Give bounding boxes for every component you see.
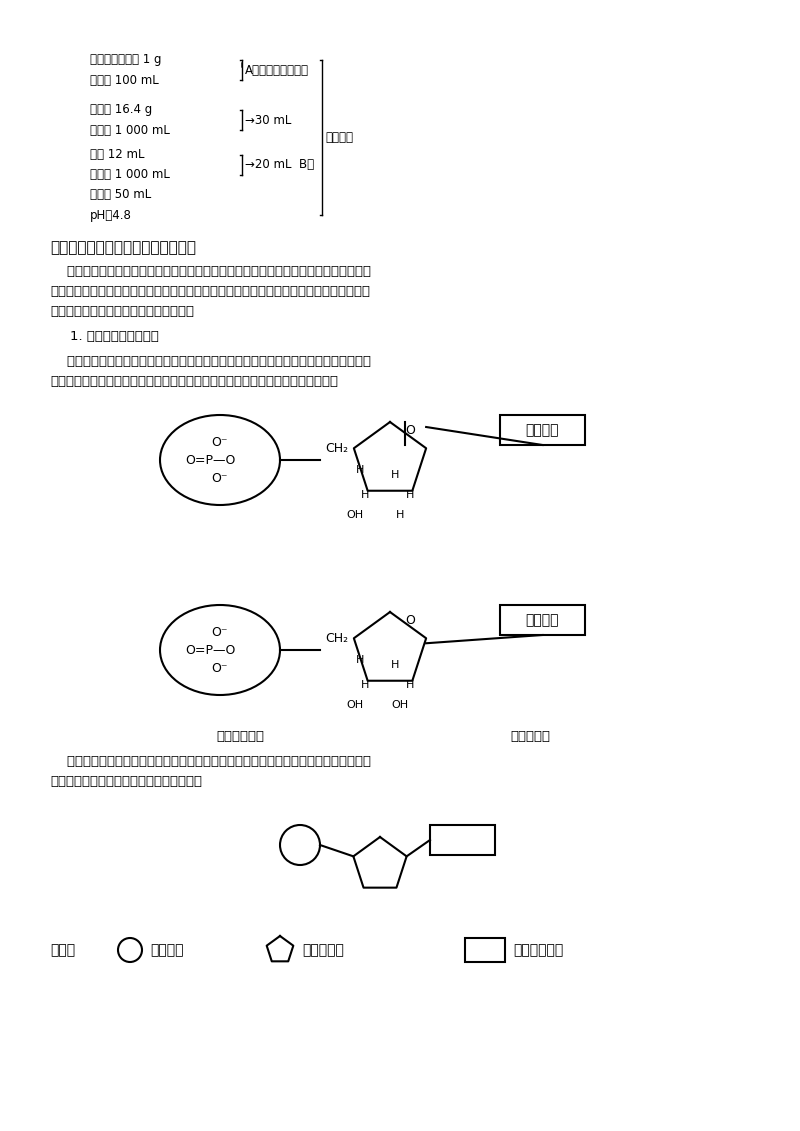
Text: 和一分子磷酸。核苷酸可用以下简图表示：: 和一分子磷酸。核苷酸可用以下简图表示：: [50, 775, 202, 788]
Text: →30 mL: →30 mL: [245, 113, 291, 127]
Text: OH: OH: [391, 700, 409, 710]
Text: 由结构式可以看出，一分子核苷酸是由三部分组成的：一分子含氮碱基、一分子五碳糖: 由结构式可以看出，一分子核苷酸是由三部分组成的：一分子含氮碱基、一分子五碳糖: [50, 756, 371, 768]
Text: 种叫脱氧核糖核苷酸（简称脱氧核苷酸），另一种叫核糖核苷酸。其分子结构为：: 种叫脱氧核糖核苷酸（简称脱氧核苷酸），另一种叫核糖核苷酸。其分子结构为：: [50, 375, 338, 388]
Text: 脱氧核糖核苷: 脱氧核糖核苷: [216, 729, 264, 743]
Text: H: H: [391, 661, 399, 670]
Text: 乙酸 12 mL: 乙酸 12 mL: [90, 148, 145, 162]
Text: 含氮碱基: 含氮碱基: [526, 423, 559, 437]
Text: 蒸馏水 50 mL: 蒸馏水 50 mL: [90, 189, 151, 201]
Text: H: H: [406, 680, 414, 690]
Text: 1. 核酸的基本组成单位: 1. 核酸的基本组成单位: [70, 330, 159, 343]
Text: 吡罗红甲基绿粉 1 g: 吡罗红甲基绿粉 1 g: [90, 53, 162, 67]
Text: O⁻: O⁻: [212, 472, 228, 484]
Text: O=P—O: O=P—O: [185, 454, 235, 466]
Text: O⁻: O⁻: [212, 435, 228, 449]
Text: CH₂: CH₂: [325, 631, 348, 645]
Text: O⁻: O⁻: [212, 625, 228, 639]
Text: （基本组成单位）组成的，其相对分子质量很大，蛋白质的相对分子质量为几万至几百万，: （基本组成单位）组成的，其相对分子质量很大，蛋白质的相对分子质量为几万至几百万，: [50, 285, 370, 297]
Text: 核糖核苷酸: 核糖核苷酸: [510, 729, 550, 743]
Text: O: O: [405, 423, 415, 437]
Text: H: H: [396, 510, 404, 520]
Text: 核酸的相对分子质量为几十万至几百万。: 核酸的相对分子质量为几十万至几百万。: [50, 305, 194, 318]
Text: OH: OH: [346, 510, 363, 520]
Text: 表示磷酸: 表示磷酸: [150, 943, 183, 957]
Text: 三、核酸是由核苷酸连接而成的长链: 三、核酸是由核苷酸连接而成的长链: [50, 240, 196, 254]
Text: 乙酸钠 16.4 g: 乙酸钠 16.4 g: [90, 104, 152, 116]
Text: 蛋白质和核酸都属于有机高分子化合物，或叫生物大分子，因为它们都是由许多小分子: 蛋白质和核酸都属于有机高分子化合物，或叫生物大分子，因为它们都是由许多小分子: [50, 265, 371, 278]
Text: H: H: [356, 655, 364, 665]
Text: O⁻: O⁻: [212, 662, 228, 674]
Text: OH: OH: [346, 700, 363, 710]
Text: 含氮碱基: 含氮碱基: [526, 613, 559, 627]
Text: 实验证明核酸的水解产物是核苷酸，说明核酸的基本组成单位是核苷酸。它有两种，一: 实验证明核酸的水解产物是核苷酸，说明核酸的基本组成单位是核苷酸。它有两种，一: [50, 355, 371, 368]
Text: H: H: [361, 680, 369, 690]
Text: O=P—O: O=P—O: [185, 644, 235, 656]
Text: 表示含氮碱基: 表示含氮碱基: [513, 943, 563, 957]
Text: →20 mL  B液: →20 mL B液: [245, 158, 314, 172]
Text: 其中：: 其中：: [50, 943, 75, 957]
Text: 蒸馏水 1 000 mL: 蒸馏水 1 000 mL: [90, 169, 170, 181]
Text: H: H: [406, 490, 414, 500]
Text: H: H: [361, 490, 369, 500]
Text: 蒸馏水 100 mL: 蒸馏水 100 mL: [90, 74, 158, 86]
Text: pH＝4.8: pH＝4.8: [90, 208, 132, 222]
Text: O: O: [405, 613, 415, 627]
Text: A液（标色甲基绿）: A液（标色甲基绿）: [245, 63, 309, 77]
Text: 表示五碳糖: 表示五碳糖: [302, 943, 344, 957]
Text: CH₂: CH₂: [325, 441, 348, 455]
Text: 蒸馏水 1 000 mL: 蒸馏水 1 000 mL: [90, 123, 170, 137]
Text: H: H: [356, 465, 364, 475]
Text: 现用现配: 现用现配: [325, 131, 353, 144]
Text: H: H: [391, 470, 399, 480]
